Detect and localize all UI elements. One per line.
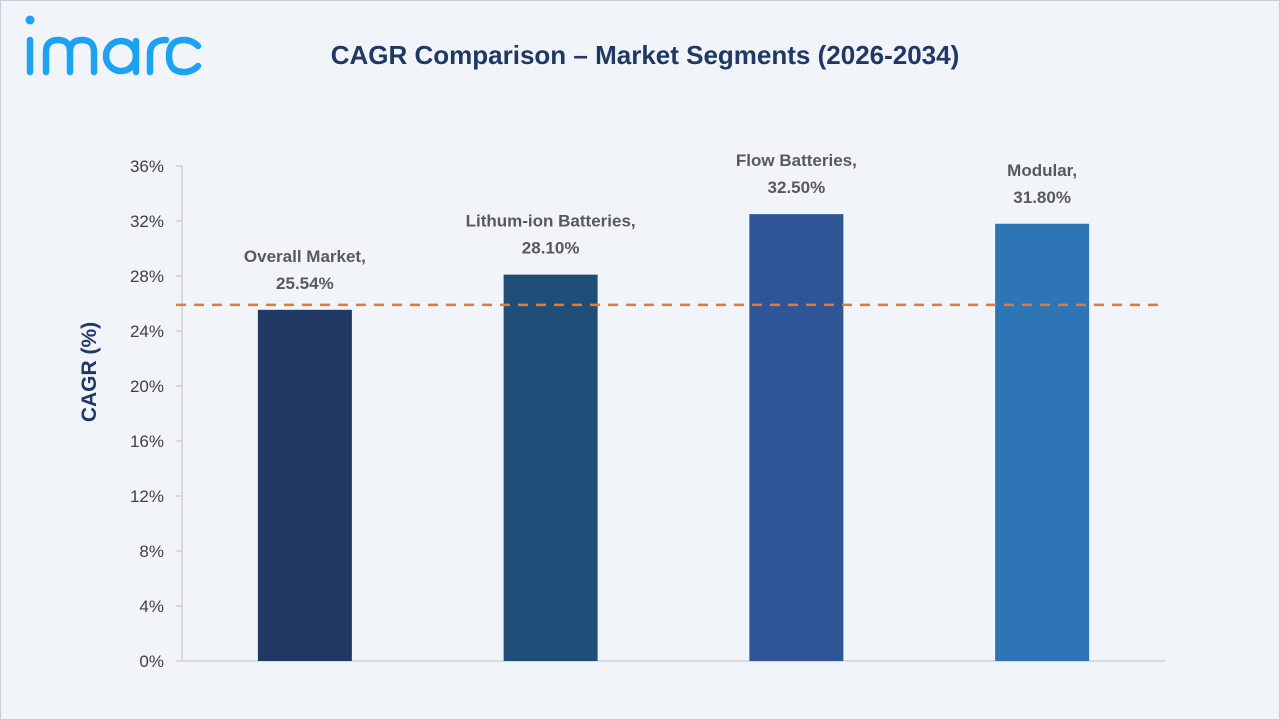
bar-overall-market [257,309,352,661]
bar-flow-batteries [749,214,844,661]
chart-title: CAGR Comparison – Market Segments (2026-… [330,40,960,70]
y-tick-label: 4% [139,597,164,616]
data-label-value: 25.54% [276,274,334,293]
data-label-value: 32.50% [768,178,826,197]
data-label-value: 28.10% [522,239,580,258]
y-tick-label: 36% [130,157,164,176]
data-label-value: 31.80% [1013,188,1071,207]
bar-lithum-ion-batteries [503,274,598,661]
y-tick-label: 24% [130,322,164,341]
data-label-category: Flow Batteries, [736,151,857,170]
data-label-category: Lithum-ion Batteries, [466,212,636,231]
y-tick-label: 16% [130,432,164,451]
y-tick-label: 32% [130,212,164,231]
bar-modular [995,223,1090,661]
data-label-category: Modular, [1007,161,1077,180]
y-tick-label: 12% [130,487,164,506]
y-axis-label: CAGR (%) [78,322,101,422]
y-tick-label: 0% [139,652,164,671]
imarc-logo: imarc [25,15,202,76]
y-tick-label: 28% [130,267,164,286]
data-label-category: Overall Market, [244,247,366,266]
y-tick-label: 20% [130,377,164,396]
y-tick-label: 8% [139,542,164,561]
